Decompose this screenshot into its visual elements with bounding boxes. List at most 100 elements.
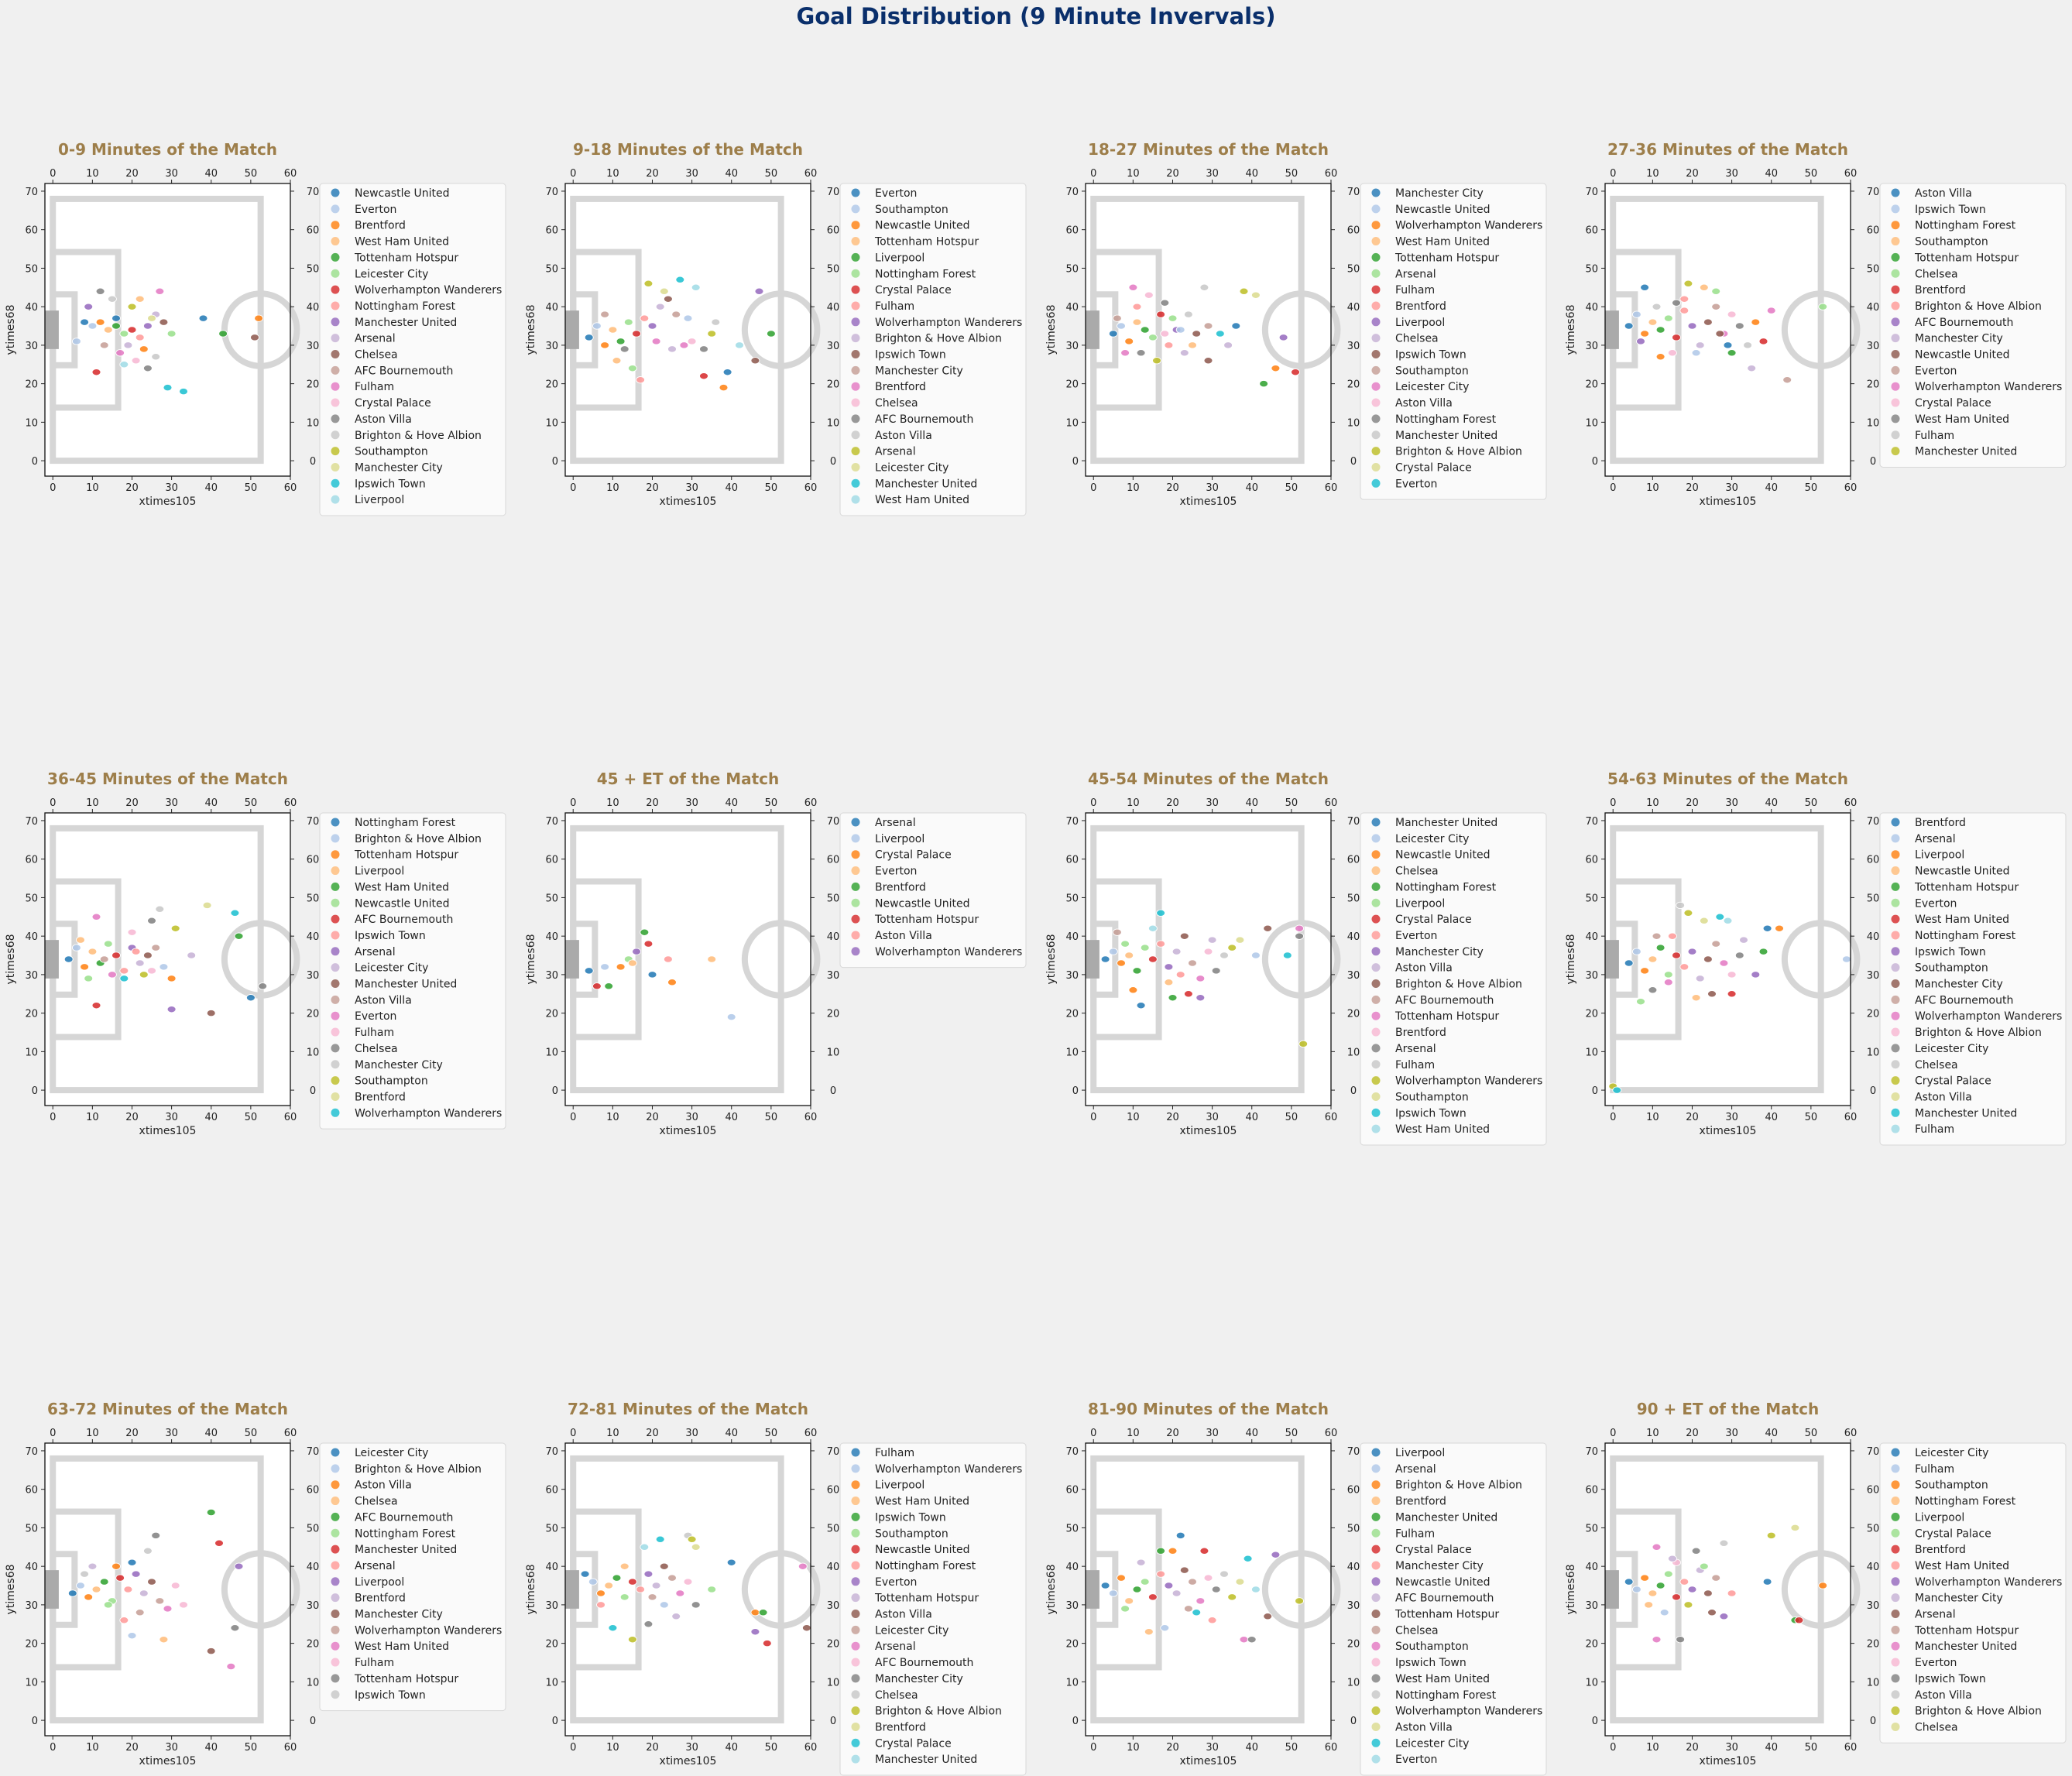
data-point bbox=[111, 1562, 121, 1570]
data-point bbox=[1196, 975, 1206, 982]
x-tick-label-top: 60 bbox=[1325, 797, 1338, 809]
legend-box bbox=[1879, 183, 2067, 468]
y-tick-label: 30 bbox=[1065, 970, 1079, 982]
y-tick-label: 70 bbox=[1065, 816, 1079, 828]
legend-marker bbox=[331, 478, 340, 488]
data-point bbox=[91, 913, 101, 921]
x-tick-label-top: 50 bbox=[1285, 797, 1298, 809]
data-point bbox=[230, 909, 240, 917]
legend-marker bbox=[331, 365, 340, 375]
legend-marker bbox=[851, 301, 860, 310]
legend-label: Aston Villa bbox=[355, 1479, 412, 1492]
data-point bbox=[651, 1582, 661, 1589]
legend-marker bbox=[1371, 365, 1381, 375]
data-point bbox=[135, 1609, 145, 1617]
y-tick-label-right: 70 bbox=[827, 187, 840, 198]
data-point bbox=[801, 1624, 811, 1632]
data-point bbox=[1156, 940, 1166, 948]
y-tick-label: 60 bbox=[545, 1485, 558, 1497]
data-point bbox=[1203, 322, 1213, 330]
legend-marker bbox=[851, 1561, 860, 1570]
legend-marker bbox=[331, 947, 340, 956]
legend-label: Southampton bbox=[875, 204, 949, 216]
x-tick-label: 60 bbox=[1844, 1742, 1858, 1754]
legend-label: Liverpool bbox=[1395, 897, 1445, 910]
data-point bbox=[596, 1601, 605, 1609]
x-tick-label: 60 bbox=[284, 1112, 297, 1123]
legend-label: Ipswich Town bbox=[875, 1511, 946, 1524]
goal-mouth bbox=[565, 310, 579, 349]
data-point bbox=[1132, 303, 1142, 310]
x-tick-label-top: 40 bbox=[725, 797, 738, 809]
legend-marker bbox=[1891, 1497, 1900, 1506]
data-point bbox=[1120, 349, 1130, 357]
legend-label: AFC Bournemouth bbox=[875, 1657, 973, 1669]
data-point bbox=[91, 1002, 101, 1010]
data-point bbox=[84, 1593, 94, 1601]
legend-label: Nottingham Forest bbox=[355, 817, 456, 829]
legend-label: Newcastle United bbox=[1915, 866, 2010, 878]
y-tick-label-right: 20 bbox=[827, 1639, 840, 1651]
data-point bbox=[254, 314, 264, 322]
data-point bbox=[1676, 1636, 1686, 1644]
legend-label: Fulham bbox=[1915, 1123, 1954, 1136]
y-tick-label: 30 bbox=[545, 341, 558, 352]
data-point bbox=[750, 1628, 760, 1636]
data-point bbox=[707, 330, 717, 338]
data-point bbox=[671, 310, 681, 318]
legend-marker bbox=[1371, 1044, 1381, 1053]
y-tick-label-right: 50 bbox=[307, 263, 320, 275]
legend-marker bbox=[331, 1076, 340, 1085]
x-tick-label-top: 40 bbox=[204, 797, 218, 809]
data-point bbox=[1100, 955, 1110, 963]
x-tick-label-top: 50 bbox=[765, 797, 778, 809]
data-point bbox=[99, 341, 109, 349]
legend-marker bbox=[851, 834, 860, 843]
legend-label: Leicester City bbox=[355, 1447, 428, 1459]
x-tick-label-top: 10 bbox=[1646, 168, 1659, 180]
legend-marker bbox=[1371, 334, 1381, 343]
legend-marker bbox=[331, 1674, 340, 1683]
legend-label: Nottingham Forest bbox=[875, 1560, 976, 1572]
data-point bbox=[142, 322, 153, 330]
y-tick-label: 0 bbox=[32, 1085, 38, 1097]
center-circle bbox=[741, 1550, 821, 1629]
legend-label: Tottenham Hotspur bbox=[354, 252, 458, 264]
data-point bbox=[750, 1609, 760, 1617]
legend-box bbox=[1360, 812, 1547, 1146]
y-tick-label-right: 30 bbox=[1867, 970, 1880, 982]
subplot-2: 0 0 10 10 20 20 30 30 40 40 50 50 60 60 0 0 10 10 20 20 30 30… bbox=[525, 140, 1027, 516]
data-point bbox=[1762, 924, 1772, 932]
y-tick-label: 50 bbox=[25, 263, 38, 275]
legend-marker bbox=[331, 1528, 340, 1538]
scatter-points bbox=[580, 1531, 811, 1647]
legend-marker bbox=[331, 914, 340, 924]
y-tick-label: 20 bbox=[545, 379, 558, 391]
data-point bbox=[667, 1574, 677, 1582]
y-tick-label: 0 bbox=[552, 456, 558, 468]
subplot-title: 45 + ET of the Match bbox=[597, 770, 780, 788]
legend-label: Wolverhampton Wanderers bbox=[1395, 1075, 1542, 1088]
x-tick-label-top: 10 bbox=[1646, 797, 1659, 809]
legend-label: Nottingham Forest bbox=[355, 300, 456, 313]
y-tick-label: 60 bbox=[1065, 855, 1079, 866]
data-point bbox=[1160, 330, 1170, 338]
data-point bbox=[636, 1586, 646, 1593]
x-tick-label: 20 bbox=[1166, 1112, 1179, 1123]
x-tick-label-top: 60 bbox=[284, 797, 297, 809]
data-point bbox=[1172, 948, 1182, 955]
subplot-title: 81-90 Minutes of the Match bbox=[1088, 1400, 1329, 1418]
data-point bbox=[187, 951, 197, 959]
plot-area bbox=[1605, 813, 1851, 1106]
legend-label: Brentford bbox=[1915, 284, 1966, 297]
legend-label: Wolverhampton Wanderers bbox=[1915, 381, 2062, 393]
legend-label: Everton bbox=[875, 187, 917, 200]
legend-label: Nottingham Forest bbox=[875, 268, 976, 280]
x-tick-label: 50 bbox=[765, 1742, 778, 1754]
legend-label: Aston Villa bbox=[1915, 1689, 1972, 1702]
y-tick-label-right: 10 bbox=[1347, 417, 1360, 429]
data-point bbox=[1239, 1636, 1249, 1644]
x-tick-label: 60 bbox=[1325, 482, 1338, 494]
data-point bbox=[80, 963, 90, 971]
data-point bbox=[1640, 330, 1650, 338]
